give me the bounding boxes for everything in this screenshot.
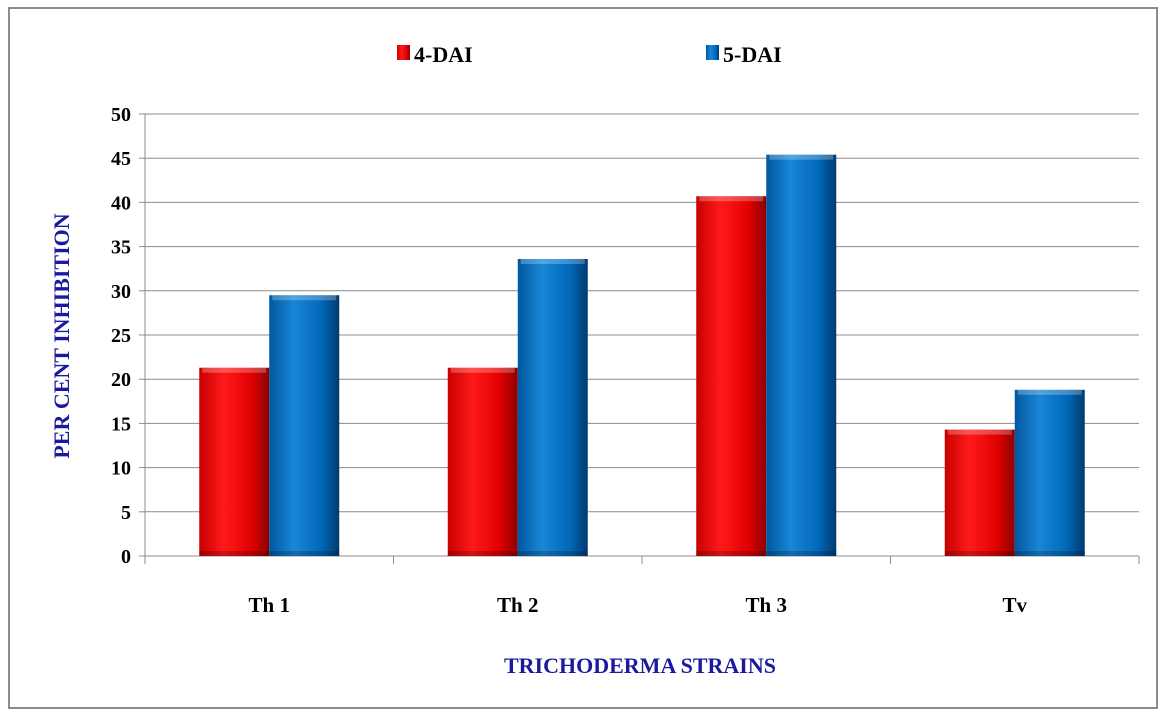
y-tick-label: 40 <box>111 192 131 214</box>
y-tick-label: 50 <box>111 104 131 126</box>
bar-5-dai-th3 <box>766 154 837 556</box>
y-tick-label: 0 <box>121 546 131 568</box>
bar-bevel-bottom <box>944 551 1015 556</box>
bar-body <box>696 196 767 556</box>
legend-swatch-5-dai <box>706 45 719 60</box>
y-tick-labels: 0 5 10 15 20 25 30 35 40 45 50 <box>111 104 131 568</box>
bar-body <box>269 295 340 556</box>
bar-body <box>1014 389 1085 556</box>
bar-bevel-bottom <box>447 551 518 556</box>
y-tick-label: 25 <box>111 325 131 347</box>
bar-bevel-top <box>520 258 585 264</box>
legend-label-4-dai: 4-DAI <box>414 42 473 67</box>
bar-bevel-top <box>272 295 337 301</box>
legend-swatch-4-dai <box>397 45 410 60</box>
bar-body <box>944 429 1015 556</box>
y-axis-title: PER CENT INHIBITION <box>49 213 74 458</box>
bar-bevel-bottom <box>766 551 837 556</box>
legend: 4-DAI 5-DAI <box>397 42 782 67</box>
bar-body <box>517 258 588 556</box>
bar-5-dai-th2 <box>517 258 588 556</box>
bar-body <box>447 367 518 556</box>
bar-bevel-bottom <box>517 551 588 556</box>
bar-bevel-bottom <box>269 551 340 556</box>
y-tick-label: 30 <box>111 281 131 303</box>
legend-item-4-dai: 4-DAI <box>397 42 473 67</box>
bar-body <box>766 154 837 556</box>
y-tick-label: 35 <box>111 237 131 259</box>
y-tick-label: 15 <box>111 413 131 435</box>
bar-5-dai-tv <box>1014 389 1085 556</box>
x-tick-label: Th 3 <box>746 593 787 617</box>
y-tick-label: 45 <box>111 148 131 170</box>
bar-4-dai-th1 <box>199 367 270 556</box>
bar-body <box>199 367 270 556</box>
x-tick-label: Tv <box>1002 593 1027 617</box>
legend-item-5-dai: 5-DAI <box>706 42 782 67</box>
x-tick-labels: Th 1 Th 2 Th 3 Tv <box>249 593 1028 617</box>
bar-bevel-top <box>450 367 515 373</box>
y-tick-label: 10 <box>111 458 131 480</box>
x-tick-label: Th 1 <box>249 593 290 617</box>
bar-bevel-top <box>947 429 1012 435</box>
y-tick-label: 20 <box>111 369 131 391</box>
x-tick-label: Th 2 <box>497 593 538 617</box>
bar-4-dai-th3 <box>696 196 767 556</box>
bar-bevel-top <box>769 154 834 160</box>
legend-label-5-dai: 5-DAI <box>723 42 782 67</box>
bar-4-dai-tv <box>944 429 1015 556</box>
bar-bevel-top <box>1017 389 1082 395</box>
bar-bevel-bottom <box>696 551 767 556</box>
bar-bevel-bottom <box>199 551 270 556</box>
y-tick-label: 5 <box>121 502 131 524</box>
x-axis-title: TRICHODERMA STRAINS <box>504 653 776 678</box>
bar-bevel-top <box>699 196 764 202</box>
bars <box>199 154 1085 556</box>
bar-4-dai-th2 <box>447 367 518 556</box>
bar-bevel-top <box>202 367 267 373</box>
bar-5-dai-th1 <box>269 295 340 556</box>
bar-bevel-bottom <box>1014 551 1085 556</box>
